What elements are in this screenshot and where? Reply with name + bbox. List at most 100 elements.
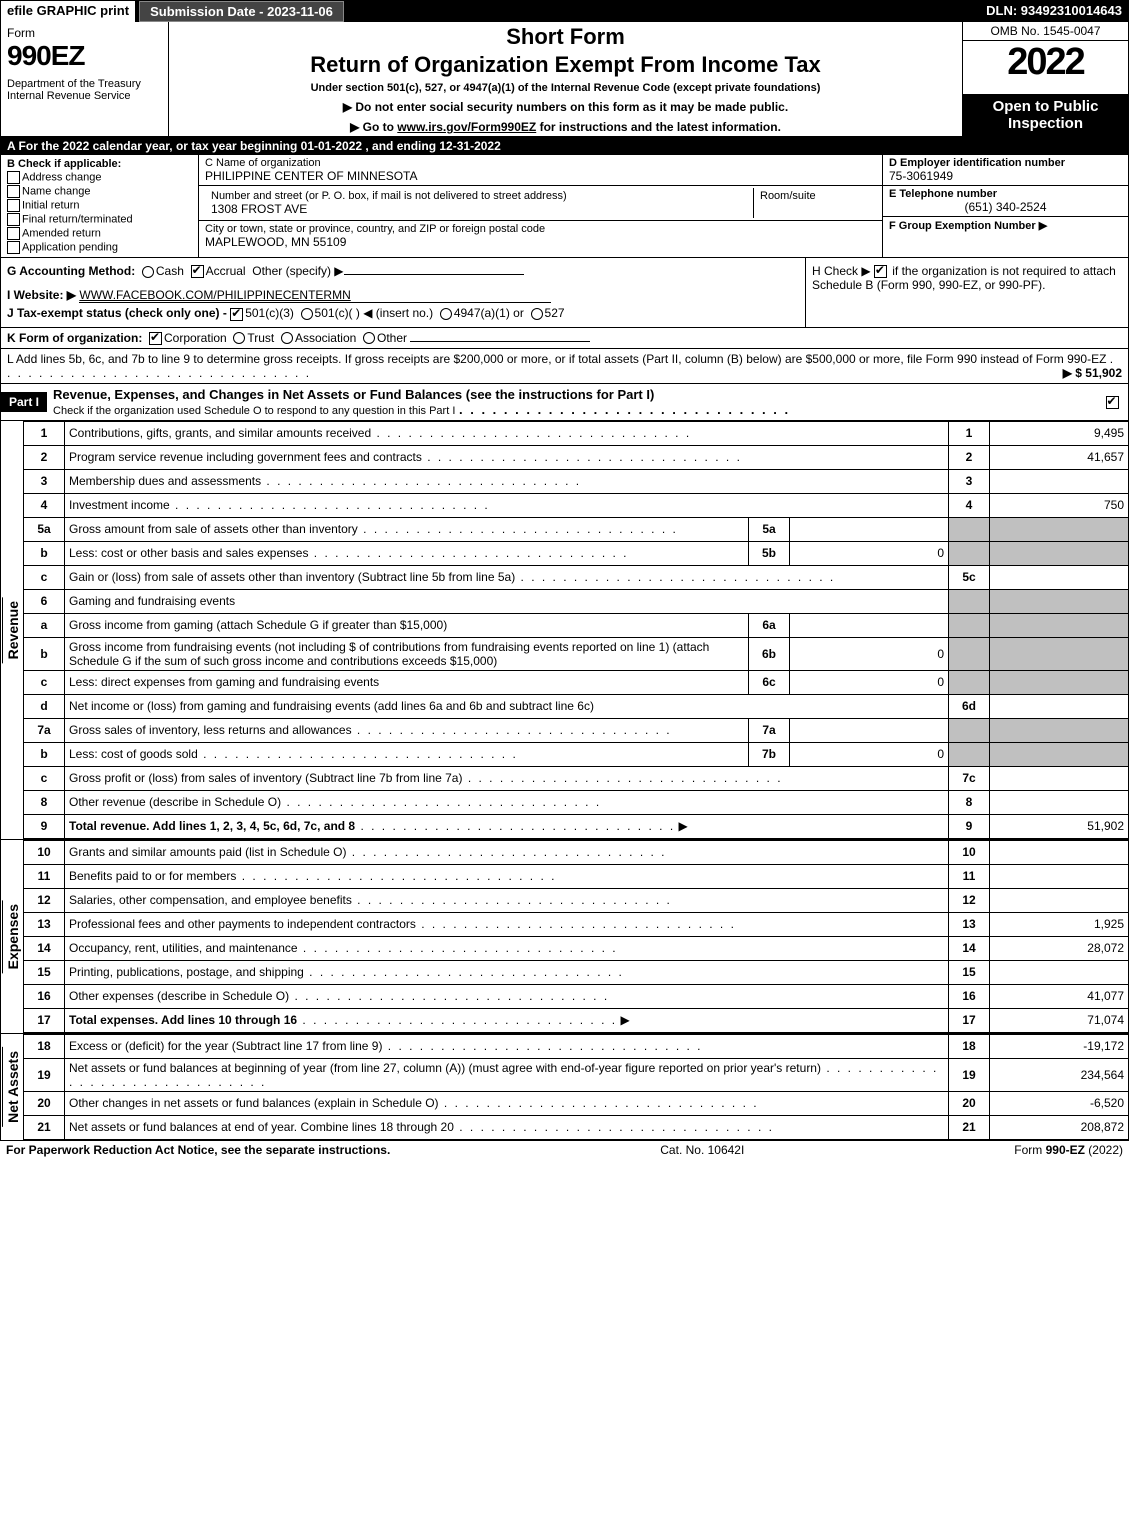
line-20-desc: Other changes in net assets or fund bala… [69, 1096, 439, 1110]
line-6-desc: Gaming and fundraising events [65, 589, 949, 613]
line-6c-subval: 0 [790, 670, 949, 694]
net-assets-label: Net Assets [2, 1047, 23, 1127]
section-c: C Name of organization PHILIPPINE CENTER… [199, 155, 882, 257]
line-7b-subval: 0 [790, 742, 949, 766]
dots [459, 402, 790, 417]
c-room-label: Room/suite [760, 190, 870, 202]
line-5a-subval [790, 517, 949, 541]
i-label: I Website: ▶ [7, 288, 76, 302]
net-assets-section: Net Assets 18Excess or (deficit) for the… [1, 1034, 1128, 1140]
line-5b-subval: 0 [790, 541, 949, 565]
section-k: K Form of organization: Corporation Trus… [1, 328, 1128, 349]
part1-header-row: Part I Revenue, Expenses, and Changes in… [1, 384, 1128, 421]
line-1-ref: 1 [949, 421, 990, 445]
section-l: L Add lines 5b, 6c, and 7b to line 9 to … [1, 349, 1128, 384]
check-name-change[interactable] [7, 185, 20, 198]
g-cash: Cash [156, 264, 184, 278]
j-label: J Tax-exempt status (check only one) - [7, 306, 227, 320]
line-11-desc: Benefits paid to or for members [69, 869, 236, 883]
section-gh: G Accounting Method: Cash Accrual Other … [1, 258, 1128, 328]
check-amended[interactable] [7, 227, 20, 240]
check-application-pending[interactable] [7, 241, 20, 254]
l-text: L Add lines 5b, 6c, and 7b to line 9 to … [7, 352, 1106, 366]
radio-4947[interactable] [440, 308, 452, 320]
line-11-amt [990, 864, 1129, 888]
line-7a-sub: 7a [749, 718, 790, 742]
website-link[interactable]: WWW.FACEBOOK.COM/PHILIPPINECENTERMN [79, 288, 550, 303]
radio-527[interactable] [531, 308, 543, 320]
line-6a-num: a [24, 613, 65, 637]
tax-year: 2022 [963, 41, 1128, 84]
check-address-change[interactable] [7, 171, 20, 184]
j-opt3: 4947(a)(1) or [454, 306, 524, 320]
org-street: 1308 FROST AVE [211, 202, 747, 216]
line-21-ref: 21 [949, 1115, 990, 1139]
k-other-input[interactable] [410, 341, 590, 342]
line-6d: dNet income or (loss) from gaming and fu… [24, 694, 1128, 718]
section-bcdef: B Check if applicable: Address change Na… [1, 155, 1128, 258]
line-6b-num: b [24, 637, 65, 670]
g-other-input[interactable] [344, 274, 524, 275]
omb-number: OMB No. 1545-0047 [963, 22, 1128, 41]
irs-link[interactable]: www.irs.gov/Form990EZ [397, 120, 536, 134]
b-label: B Check if applicable: [7, 158, 192, 170]
instr2-post: for instructions and the latest informat… [536, 120, 781, 134]
radio-other[interactable] [363, 332, 375, 344]
radio-501c[interactable] [301, 308, 313, 320]
line-5c: cGain or (loss) from sale of assets othe… [24, 565, 1128, 589]
check-accrual[interactable] [191, 265, 204, 278]
line-21-amt: 208,872 [990, 1115, 1129, 1139]
check-initial-return[interactable] [7, 199, 20, 212]
line-6c-sub: 6c [749, 670, 790, 694]
line-7b-num: b [24, 742, 65, 766]
line-10-amt [990, 840, 1129, 864]
paperwork-notice: For Paperwork Reduction Act Notice, see … [6, 1143, 390, 1157]
line-7c-ref: 7c [949, 766, 990, 790]
efile-print-label[interactable]: efile GRAPHIC print [1, 1, 135, 22]
line-8-desc: Other revenue (describe in Schedule O) [69, 795, 281, 809]
g-other: Other (specify) ▶ [252, 264, 343, 278]
instr2-pre: ▶ Go to [350, 120, 397, 134]
line-7b-sub: 7b [749, 742, 790, 766]
line-5c-ref: 5c [949, 565, 990, 589]
line-6-num: 6 [24, 589, 65, 613]
line-19-ref: 19 [949, 1058, 990, 1091]
line-3: 3Membership dues and assessments3 [24, 469, 1128, 493]
line-1-desc: Contributions, gifts, grants, and simila… [69, 426, 371, 440]
expenses-table: 10Grants and similar amounts paid (list … [24, 840, 1128, 1033]
line-6d-num: d [24, 694, 65, 718]
radio-cash[interactable] [142, 266, 154, 278]
line-5a-num: 5a [24, 517, 65, 541]
radio-association[interactable] [281, 332, 293, 344]
line-6c-desc: Less: direct expenses from gaming and fu… [65, 670, 749, 694]
b-item-4: Amended return [22, 227, 101, 239]
check-final-return[interactable] [7, 213, 20, 226]
form-header: Form 990EZ Department of the Treasury In… [1, 22, 1128, 137]
check-corporation[interactable] [149, 332, 162, 345]
line-9-amt: 51,902 [990, 814, 1129, 838]
section-def: D Employer identification number 75-3061… [882, 155, 1128, 257]
line-3-ref: 3 [949, 469, 990, 493]
line-13-desc: Professional fees and other payments to … [69, 917, 416, 931]
line-19-desc: Net assets or fund balances at beginning… [69, 1061, 821, 1075]
radio-trust[interactable] [233, 332, 245, 344]
l-amount: ▶ $ 51,902 [1063, 366, 1122, 380]
top-bar: efile GRAPHIC print Submission Date - 20… [1, 1, 1128, 22]
line-17-amt: 71,074 [990, 1008, 1129, 1032]
line-19-amt: 234,564 [990, 1058, 1129, 1091]
line-6b-sub: 6b [749, 637, 790, 670]
line-2-amt: 41,657 [990, 445, 1129, 469]
line-6d-desc: Net income or (loss) from gaming and fun… [65, 694, 949, 718]
check-schedule-o-part1[interactable] [1106, 396, 1119, 409]
return-title: Return of Organization Exempt From Incom… [175, 52, 956, 78]
line-6d-amt [990, 694, 1129, 718]
check-schedule-b[interactable] [874, 265, 887, 278]
g-label: G Accounting Method: [7, 264, 135, 278]
revenue-table: 1 Contributions, gifts, grants, and simil… [24, 421, 1128, 839]
line-5b-sub: 5b [749, 541, 790, 565]
check-501c3[interactable] [230, 308, 243, 321]
line-2-ref: 2 [949, 445, 990, 469]
line-3-desc: Membership dues and assessments [69, 474, 261, 488]
line-18-desc: Excess or (deficit) for the year (Subtra… [69, 1039, 382, 1053]
line-7b-desc: Less: cost of goods sold [69, 747, 198, 761]
